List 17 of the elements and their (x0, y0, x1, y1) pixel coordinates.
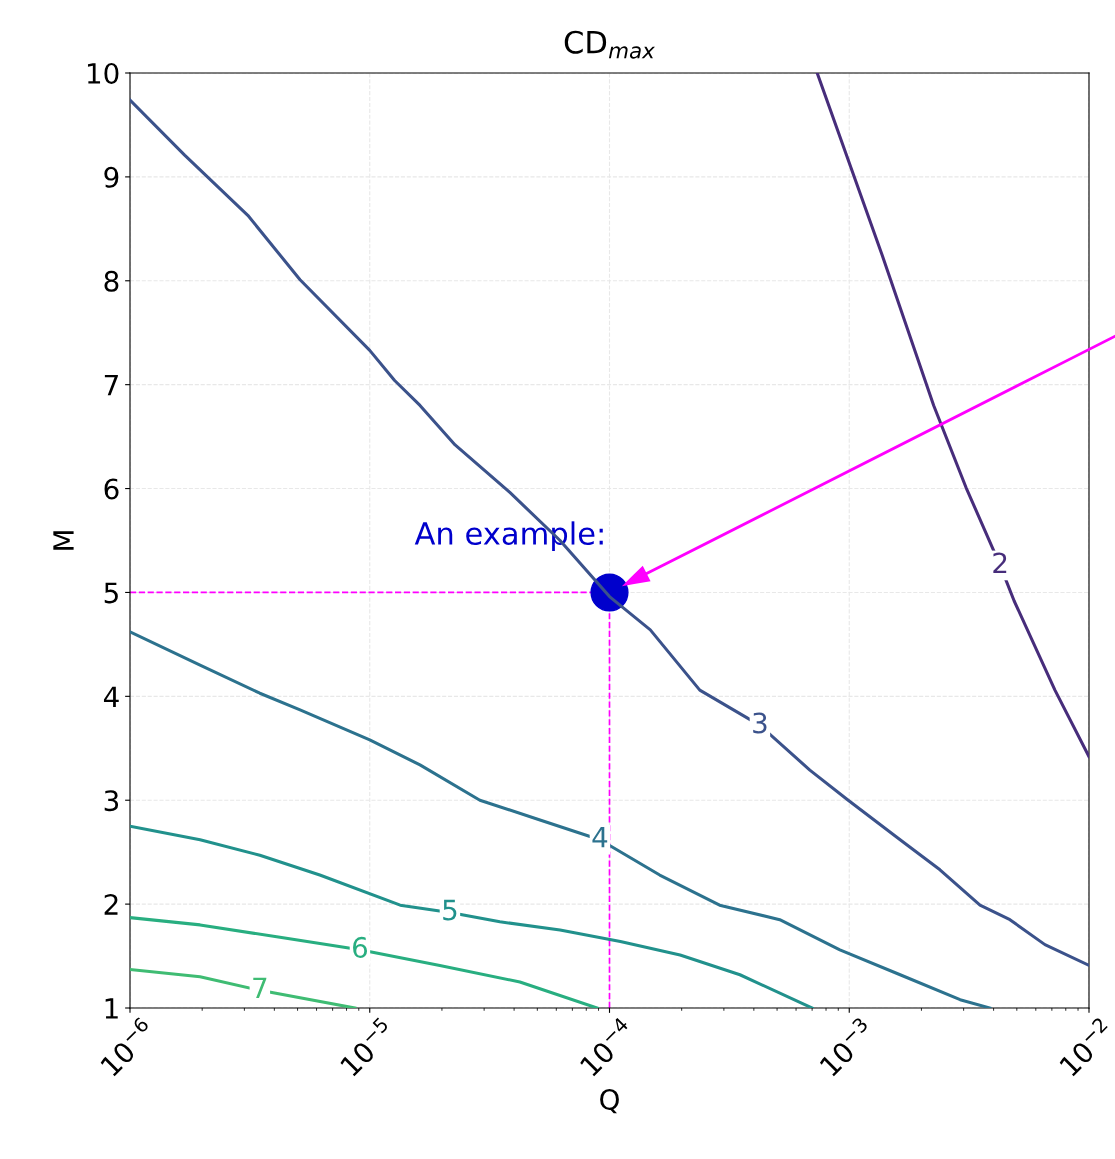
x-tick-label: 10$^{−5}$ (336, 1016, 397, 1077)
y-tick-label: 9 (104, 166, 119, 188)
y-tick-label: 6 (104, 478, 119, 500)
y-tick-label: 2 (104, 894, 118, 915)
y-axis-title: M (53, 531, 74, 550)
chart-title: CD$_{max}$ (564, 30, 655, 59)
x-tick-label: 10$^{−2}$ (1055, 1016, 1115, 1077)
y-tick-label: 10 (87, 62, 119, 84)
x-axis-title: Q (600, 1088, 619, 1114)
x-tick-label: 10$^{−4}$ (576, 1016, 637, 1077)
y-tick-label: 4 (103, 686, 119, 707)
y-tick-label: 3 (104, 790, 119, 812)
y-tick-label: 8 (104, 270, 119, 292)
x-tick-label: 10$^{−3}$ (815, 1016, 877, 1077)
y-tick-label: 1 (105, 998, 118, 1019)
y-tick-label: 7 (104, 374, 118, 396)
y-tick-label: 5 (104, 582, 118, 604)
